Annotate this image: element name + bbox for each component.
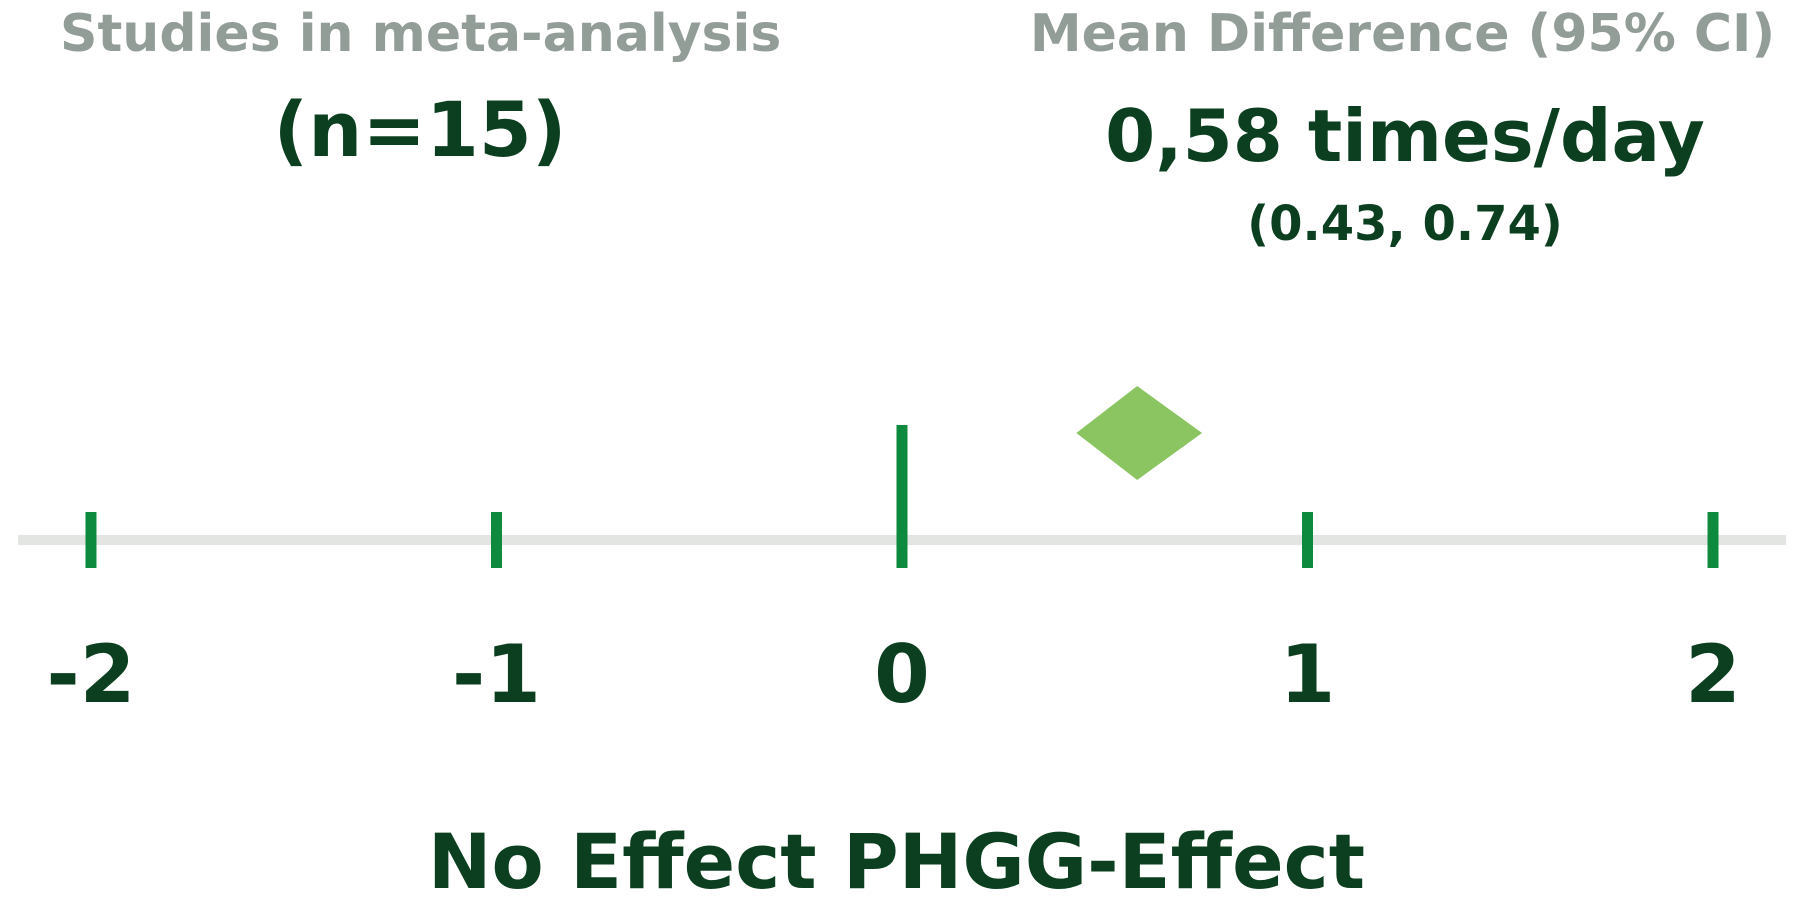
confidence-interval-value: (0.43, 0.74) — [1247, 196, 1563, 252]
studies-count: (n=15) — [273, 85, 567, 174]
x-tick-label: 1 — [1280, 628, 1336, 721]
x-tick-label: 0 — [874, 628, 930, 721]
x-tick-label: -2 — [47, 628, 136, 721]
effect-direction-caption: No Effect PHGG-Effect — [427, 817, 1366, 906]
pooled-estimate-diamond — [1076, 386, 1203, 480]
x-axis-ticks — [85, 512, 1719, 568]
studies-label: Studies in meta-analysis — [60, 4, 782, 64]
x-axis-tick-labels: -2 -1 0 1 2 — [47, 628, 1741, 721]
x-tick-label: -1 — [452, 628, 541, 721]
x-tick-label: 2 — [1685, 628, 1741, 721]
mean-difference-label: Mean Difference (95% CI) — [1029, 4, 1776, 64]
mean-difference-value: 0,58 times/day — [1105, 94, 1705, 178]
